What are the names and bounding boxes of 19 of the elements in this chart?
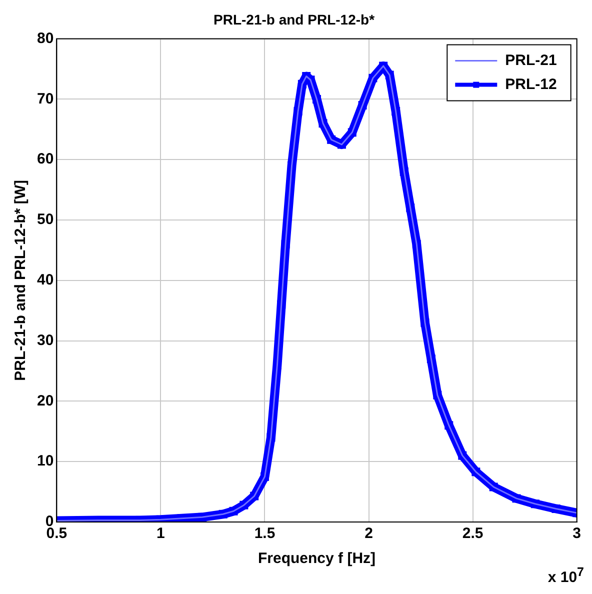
y-axis-title: PRL-21-b and PRL-12-b* [W] xyxy=(12,180,30,381)
y-tick-label: 10 xyxy=(36,452,54,470)
chart-title: PRL-21-b and PRL-12-b* xyxy=(213,11,376,28)
x-tick-label: 3 xyxy=(572,525,581,542)
y-tick-label: 80 xyxy=(36,30,54,47)
legend-label: PRL-12 xyxy=(505,76,557,93)
x-tick-label: 2 xyxy=(364,525,373,542)
legend-label: PRL-21 xyxy=(505,52,557,69)
y-tick-label: 70 xyxy=(36,90,54,108)
y-tick-label: 30 xyxy=(36,332,54,349)
y-tick-label: 60 xyxy=(36,150,54,168)
text: x 10$^{7}$ xyxy=(548,565,584,586)
y-tick-label: 50 xyxy=(36,211,54,228)
x-tick-label: 1.5 xyxy=(254,525,276,542)
y-tick-label: 40 xyxy=(36,272,54,289)
y-tick-label: 20 xyxy=(36,392,54,410)
x-tick-label: 2.5 xyxy=(462,525,484,542)
x-tick-label: 1 xyxy=(156,525,165,542)
x-axis-title: Frequency f [Hz] xyxy=(258,550,376,568)
